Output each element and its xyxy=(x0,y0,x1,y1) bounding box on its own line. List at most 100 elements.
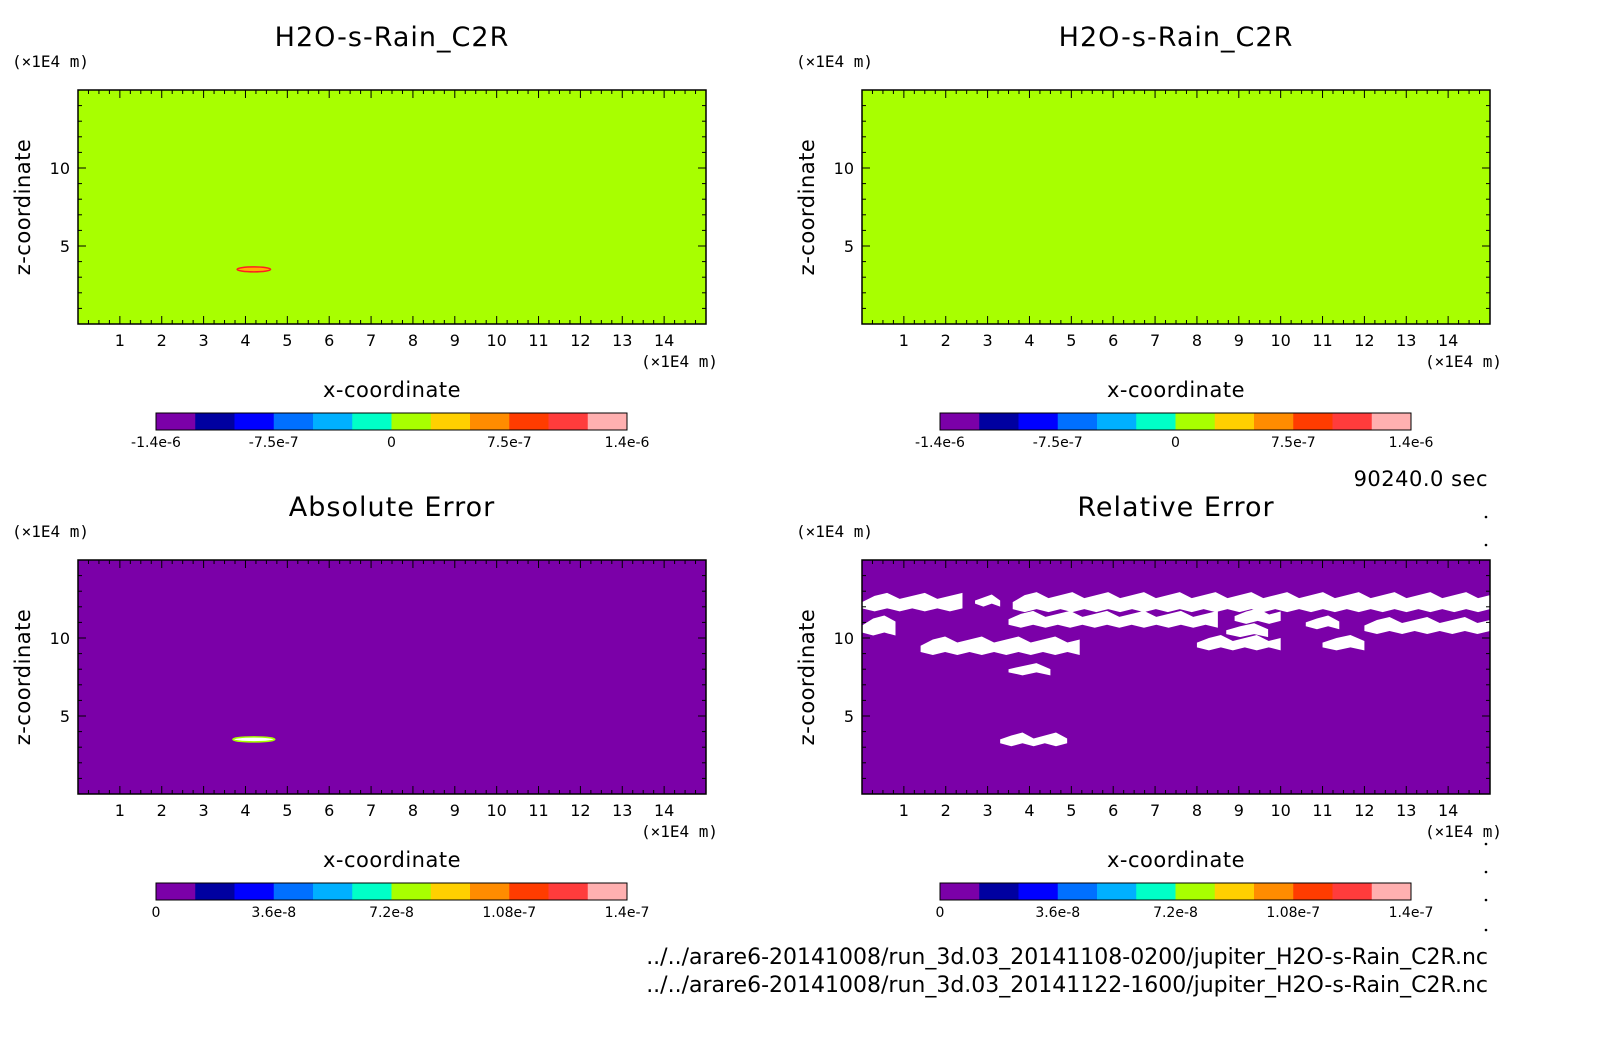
plot-features xyxy=(862,592,1490,747)
x-tick-label: 13 xyxy=(1396,801,1416,820)
colorbar-segment xyxy=(470,413,510,430)
error-region xyxy=(862,615,896,636)
error-region xyxy=(1008,663,1051,676)
colorbar-segment xyxy=(1293,883,1333,900)
x-tick-label: 6 xyxy=(1108,801,1118,820)
colorbar-segment xyxy=(273,413,314,430)
colorbar-segment xyxy=(940,883,980,900)
plot-field xyxy=(862,90,1490,324)
x-axis-title: x-coordinate xyxy=(323,378,461,402)
colorbar-segment xyxy=(1057,883,1098,900)
colorbar-segment xyxy=(1018,413,1059,430)
colorbar-segment xyxy=(548,883,589,900)
colorbar-segment xyxy=(273,883,314,900)
marker-dot xyxy=(1484,898,1488,902)
y-axis-title: z-coordinate xyxy=(795,139,819,276)
error-region xyxy=(1226,623,1269,638)
colorbar-segment xyxy=(1136,413,1176,430)
x-tick-label: 10 xyxy=(1270,801,1290,820)
x-tick-label: 8 xyxy=(408,801,418,820)
x-tick-label: 1 xyxy=(899,801,909,820)
x-tick-label: 3 xyxy=(983,801,993,820)
y-axis-title: z-coordinate xyxy=(11,609,35,746)
colorbar-segment xyxy=(195,883,235,900)
colorbar-segment xyxy=(587,883,628,900)
colorbar-segment xyxy=(234,413,275,430)
error-region xyxy=(1322,635,1365,651)
chart-panel-4: Relative Error(×1E4 m)1 2 3 4 5 6 7 8 9 10 11 12 13 1… xyxy=(795,492,1502,921)
x-tick-label: 1 xyxy=(115,331,125,350)
colorbar-segment xyxy=(1057,413,1098,430)
y-tick-label: 5 xyxy=(844,237,854,256)
x-tick-label: 3 xyxy=(199,801,209,820)
x-unit-label: (×1E4 m) xyxy=(1425,352,1502,371)
y-unit-label: (×1E4 m) xyxy=(796,52,873,71)
colorbar-segment xyxy=(1097,413,1137,430)
x-tick-label: 4 xyxy=(1024,331,1034,350)
colorbar-segment xyxy=(234,883,275,900)
contour-feature xyxy=(236,266,272,273)
x-tick-label: 3 xyxy=(199,331,209,350)
y-tick-label: 10 xyxy=(834,629,854,648)
y-tick-label: 10 xyxy=(50,629,70,648)
y-tick-label: 10 xyxy=(834,159,854,178)
x-tick-label: 10 xyxy=(486,331,506,350)
x-tick-label: 2 xyxy=(941,331,951,350)
x-tick-label: 8 xyxy=(1192,331,1202,350)
colorbar-tick-label: 0 xyxy=(1171,435,1180,451)
colorbar-tick-label: -7.5e-7 xyxy=(1033,435,1083,451)
x-tick-label: 11 xyxy=(1312,331,1332,350)
colorbar-segment xyxy=(430,413,471,430)
colorbar-tick-label: 7.2e-8 xyxy=(1153,905,1198,921)
x-tick-label: 8 xyxy=(1192,801,1202,820)
colorbar-segment xyxy=(979,883,1019,900)
colorbar-segment xyxy=(1136,883,1176,900)
colorbar-segment xyxy=(1371,413,1412,430)
plot-field xyxy=(78,560,706,794)
colorbar-segment xyxy=(1175,413,1216,430)
x-tick-label: 4 xyxy=(240,801,250,820)
colorbar-frame xyxy=(155,412,628,431)
time-label: 90240.0 sec xyxy=(1354,467,1488,491)
chart-panel-2: H2O-s-Rain_C2R(×1E4 m)1 2 3 4 5 6 7 8 9 10 11 12 13 1… xyxy=(795,22,1502,451)
x-tick-label: 14 xyxy=(654,801,674,820)
x-tick-label: 3 xyxy=(983,331,993,350)
colorbar-segment xyxy=(391,413,432,430)
x-tick-label: 7 xyxy=(366,801,376,820)
x-tick-label: 9 xyxy=(1234,331,1244,350)
error-region xyxy=(975,594,1001,607)
x-tick-label: 6 xyxy=(324,801,334,820)
x-tick-label: 2 xyxy=(157,801,167,820)
colorbar-segment xyxy=(1254,413,1294,430)
colorbar-segment xyxy=(509,883,549,900)
colorbar-tick-label: 1.08e-7 xyxy=(1266,905,1320,921)
colorbar-segment xyxy=(509,413,549,430)
marker-dot xyxy=(1484,928,1488,932)
x-tick-label: 2 xyxy=(941,801,951,820)
colorbar-segment xyxy=(587,413,628,430)
x-unit-label: (×1E4 m) xyxy=(1425,822,1502,841)
y-unit-label: (×1E4 m) xyxy=(796,522,873,541)
x-tick-label: 13 xyxy=(612,331,632,350)
x-tick-label: 13 xyxy=(1396,331,1416,350)
y-tick-label: 5 xyxy=(60,707,70,726)
y-tick-label: 5 xyxy=(844,707,854,726)
x-tick-label: 14 xyxy=(654,331,674,350)
colorbar-segment xyxy=(1332,413,1373,430)
plot-field xyxy=(78,90,706,324)
x-unit-label: (×1E4 m) xyxy=(641,822,718,841)
colorbar-segment xyxy=(430,883,471,900)
y-tick-label: 10 xyxy=(50,159,70,178)
marker-dot xyxy=(1484,870,1488,874)
error-region xyxy=(920,636,1080,656)
marker-dot xyxy=(1484,515,1488,519)
error-region xyxy=(862,592,963,612)
colorbar-segment xyxy=(1175,883,1216,900)
x-tick-label: 8 xyxy=(408,331,418,350)
colorbar-segment xyxy=(1293,413,1333,430)
contour-feature xyxy=(232,736,276,743)
x-tick-label: 10 xyxy=(1270,331,1290,350)
colorbar-segment xyxy=(313,883,353,900)
x-tick-label: 9 xyxy=(1234,801,1244,820)
